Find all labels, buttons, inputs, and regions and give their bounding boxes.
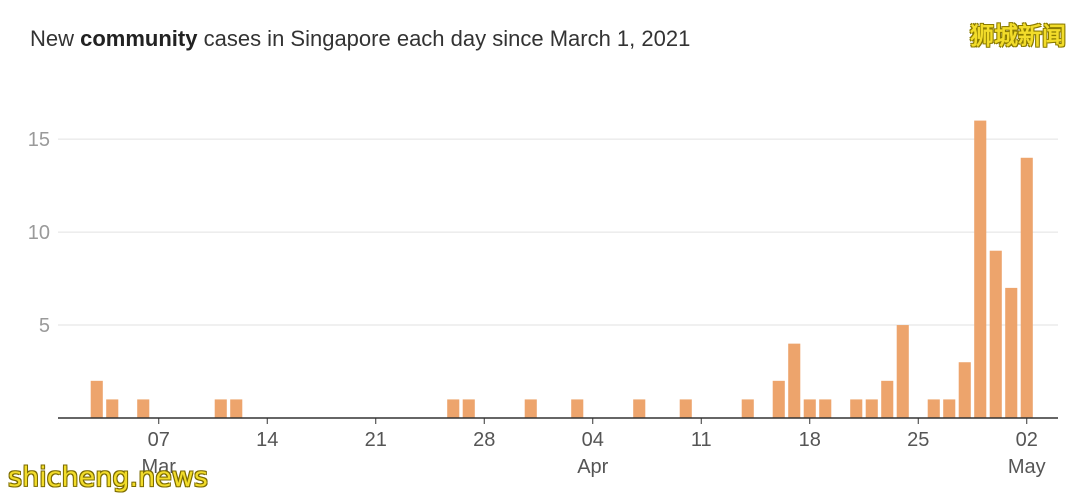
x-month-label-apr: Apr xyxy=(577,456,608,478)
bar-2021-04-28 xyxy=(958,362,971,418)
bar-2021-04-24 xyxy=(896,325,909,418)
bar-2021-04-19 xyxy=(819,399,832,418)
chart-title: New community cases in Singapore each da… xyxy=(30,26,690,52)
y-tick-label-15: 15 xyxy=(28,129,50,151)
bar-2021-04-29 xyxy=(974,120,987,419)
x-tick-label-2021-04-18: 18 xyxy=(799,429,821,451)
bar-2021-04-16 xyxy=(772,380,785,418)
x-month-label-mar: Mar xyxy=(142,456,177,478)
bar-2021-04-27 xyxy=(943,399,956,418)
x-tick-label-2021-03-28: 28 xyxy=(473,429,495,451)
watermark-bottom-left: shicheng.news xyxy=(8,462,208,493)
x-tick-label-2021-03-07: 07 xyxy=(148,429,170,451)
x-tick-label-2021-03-21: 21 xyxy=(365,429,387,451)
bar-2021-05-01 xyxy=(1005,287,1018,418)
title-prefix: New xyxy=(30,26,81,51)
bar-2021-03-06 xyxy=(137,399,150,418)
bar-2021-04-07 xyxy=(633,399,646,418)
x-tick-label-2021-04-25: 25 xyxy=(907,429,929,451)
bar-2021-04-30 xyxy=(989,250,1002,418)
gridlines xyxy=(58,138,1058,326)
y-tick-label-10: 10 xyxy=(28,222,50,244)
y-axis-ticks: 5 10 15 xyxy=(28,129,50,337)
x-month-label-may: May xyxy=(1008,456,1046,478)
bar-2021-03-26 xyxy=(447,399,460,418)
bar-2021-04-03 xyxy=(571,399,584,418)
x-axis-ticks: 07 Mar 14 21 28 04 Apr 11 18 25 02 May xyxy=(142,418,1046,478)
bar-2021-03-12 xyxy=(230,399,243,418)
bar-2021-04-17 xyxy=(788,343,801,418)
bar-2021-03-31 xyxy=(524,399,537,418)
bar-2021-03-11 xyxy=(214,399,227,418)
bar-2021-04-26 xyxy=(927,399,940,418)
bar-2021-04-21 xyxy=(850,399,863,418)
title-suffix: cases in Singapore each day since March … xyxy=(197,26,691,51)
bar-2021-03-03 xyxy=(90,380,103,418)
bar-2021-04-22 xyxy=(865,399,878,418)
watermark-top-right: 狮城新闻 xyxy=(970,22,1066,50)
x-tick-label-2021-04-11: 11 xyxy=(691,429,712,451)
y-tick-label-5: 5 xyxy=(39,315,50,337)
bars xyxy=(90,120,1033,419)
bar-2021-04-10 xyxy=(679,399,692,418)
bar-2021-04-23 xyxy=(881,380,894,418)
title-bold-word: community xyxy=(80,26,198,51)
bar-2021-04-18 xyxy=(803,399,816,418)
bar-2021-03-04 xyxy=(106,399,119,418)
bar-2021-03-27 xyxy=(462,399,475,418)
bar-2021-05-02 xyxy=(1020,157,1033,418)
bar-2021-04-14 xyxy=(741,399,754,418)
x-tick-label-2021-04-04: 04 xyxy=(582,429,604,451)
x-tick-label-2021-05-02: 02 xyxy=(1016,429,1038,451)
x-tick-label-2021-03-14: 14 xyxy=(256,429,278,451)
